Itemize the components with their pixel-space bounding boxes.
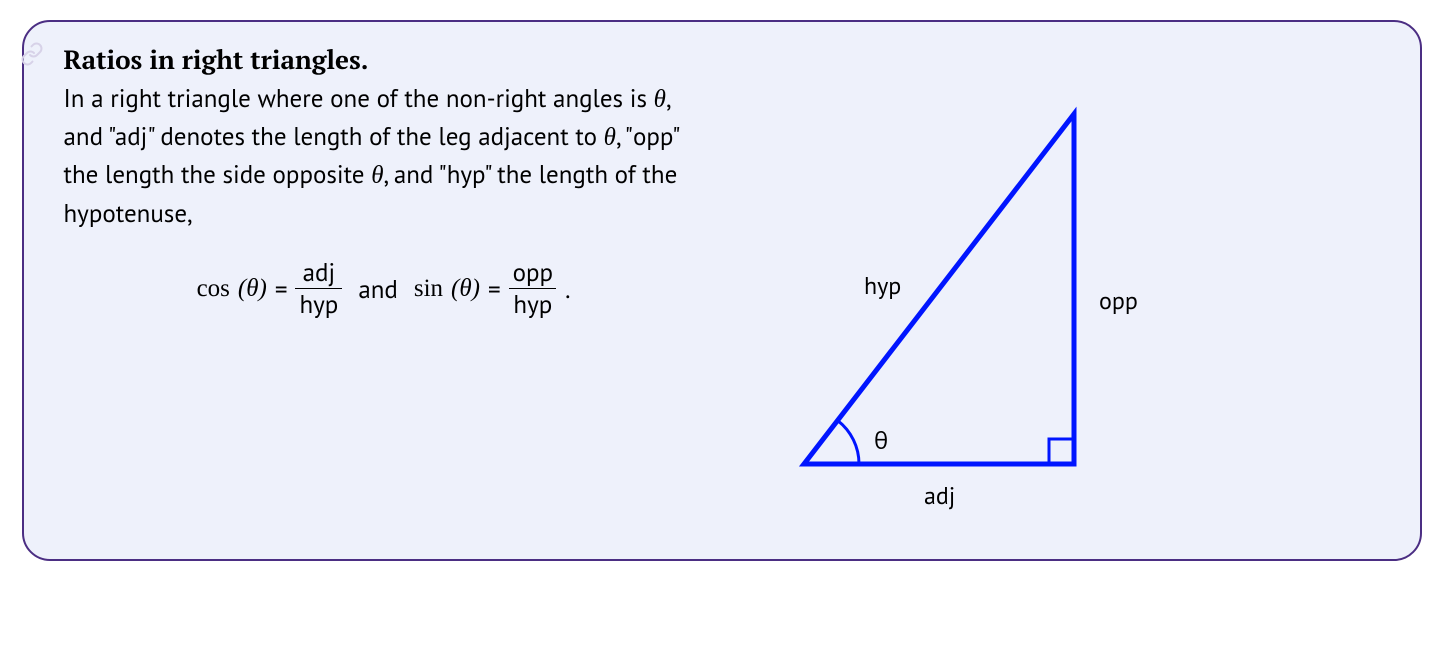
frac-adj-hyp: adj hyp bbox=[295, 259, 342, 319]
link-icon-svg bbox=[20, 42, 44, 66]
heading: Ratios in right triangles. bbox=[64, 43, 369, 77]
cos-arg: (θ) bbox=[238, 275, 267, 303]
svg-text:hyp: hyp bbox=[864, 270, 901, 301]
figure-column: hyp opp adj θ bbox=[764, 84, 1164, 529]
theta-1: θ bbox=[654, 86, 666, 113]
callout-box: Ratios in right triangles. In a right tr… bbox=[22, 20, 1422, 561]
svg-text:opp: opp bbox=[1099, 285, 1138, 316]
text-column: Ratios in right triangles. In a right tr… bbox=[64, 44, 704, 319]
description: In a right triangle where one of the non… bbox=[64, 80, 704, 231]
frac-opp-hyp: opp hyp bbox=[509, 259, 557, 319]
formula: cos (θ) = adj hyp and sin (θ) = opp hyp . bbox=[64, 259, 704, 319]
eq2: = bbox=[488, 273, 501, 305]
svg-text:adj: adj bbox=[924, 480, 955, 511]
den-hyp1: hyp bbox=[295, 288, 342, 319]
eq1: = bbox=[275, 273, 288, 305]
sin-arg: (θ) bbox=[451, 275, 480, 303]
period: . bbox=[565, 273, 570, 305]
body-p1: In a right triangle where one of the non… bbox=[64, 82, 654, 114]
den-hyp2: hyp bbox=[509, 288, 556, 319]
and-word: and bbox=[358, 273, 398, 305]
theta-3: θ bbox=[371, 162, 383, 189]
num-adj: adj bbox=[299, 259, 340, 289]
right-triangle-diagram: hyp opp adj θ bbox=[764, 84, 1164, 524]
svg-text:θ: θ bbox=[874, 425, 888, 456]
num-opp: opp bbox=[509, 259, 557, 289]
permalink-icon[interactable] bbox=[18, 40, 46, 68]
theta-2: θ bbox=[604, 124, 616, 151]
sin-label: sin bbox=[414, 275, 443, 303]
cos-label: cos bbox=[197, 275, 230, 303]
